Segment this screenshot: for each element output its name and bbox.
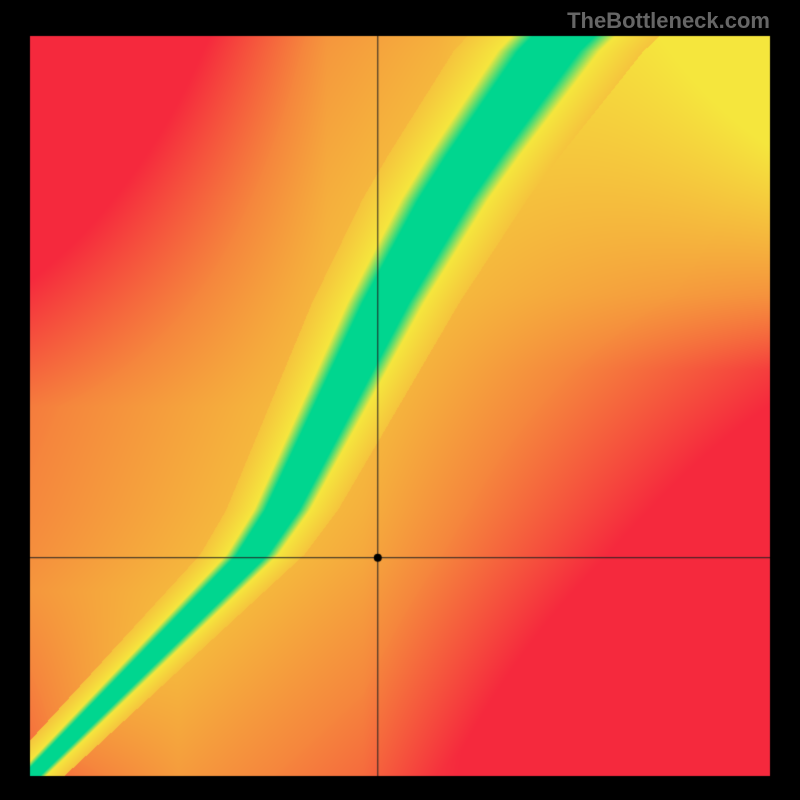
watermark-text: TheBottleneck.com bbox=[567, 8, 770, 34]
bottleneck-heatmap bbox=[0, 0, 800, 800]
chart-container: TheBottleneck.com bbox=[0, 0, 800, 800]
